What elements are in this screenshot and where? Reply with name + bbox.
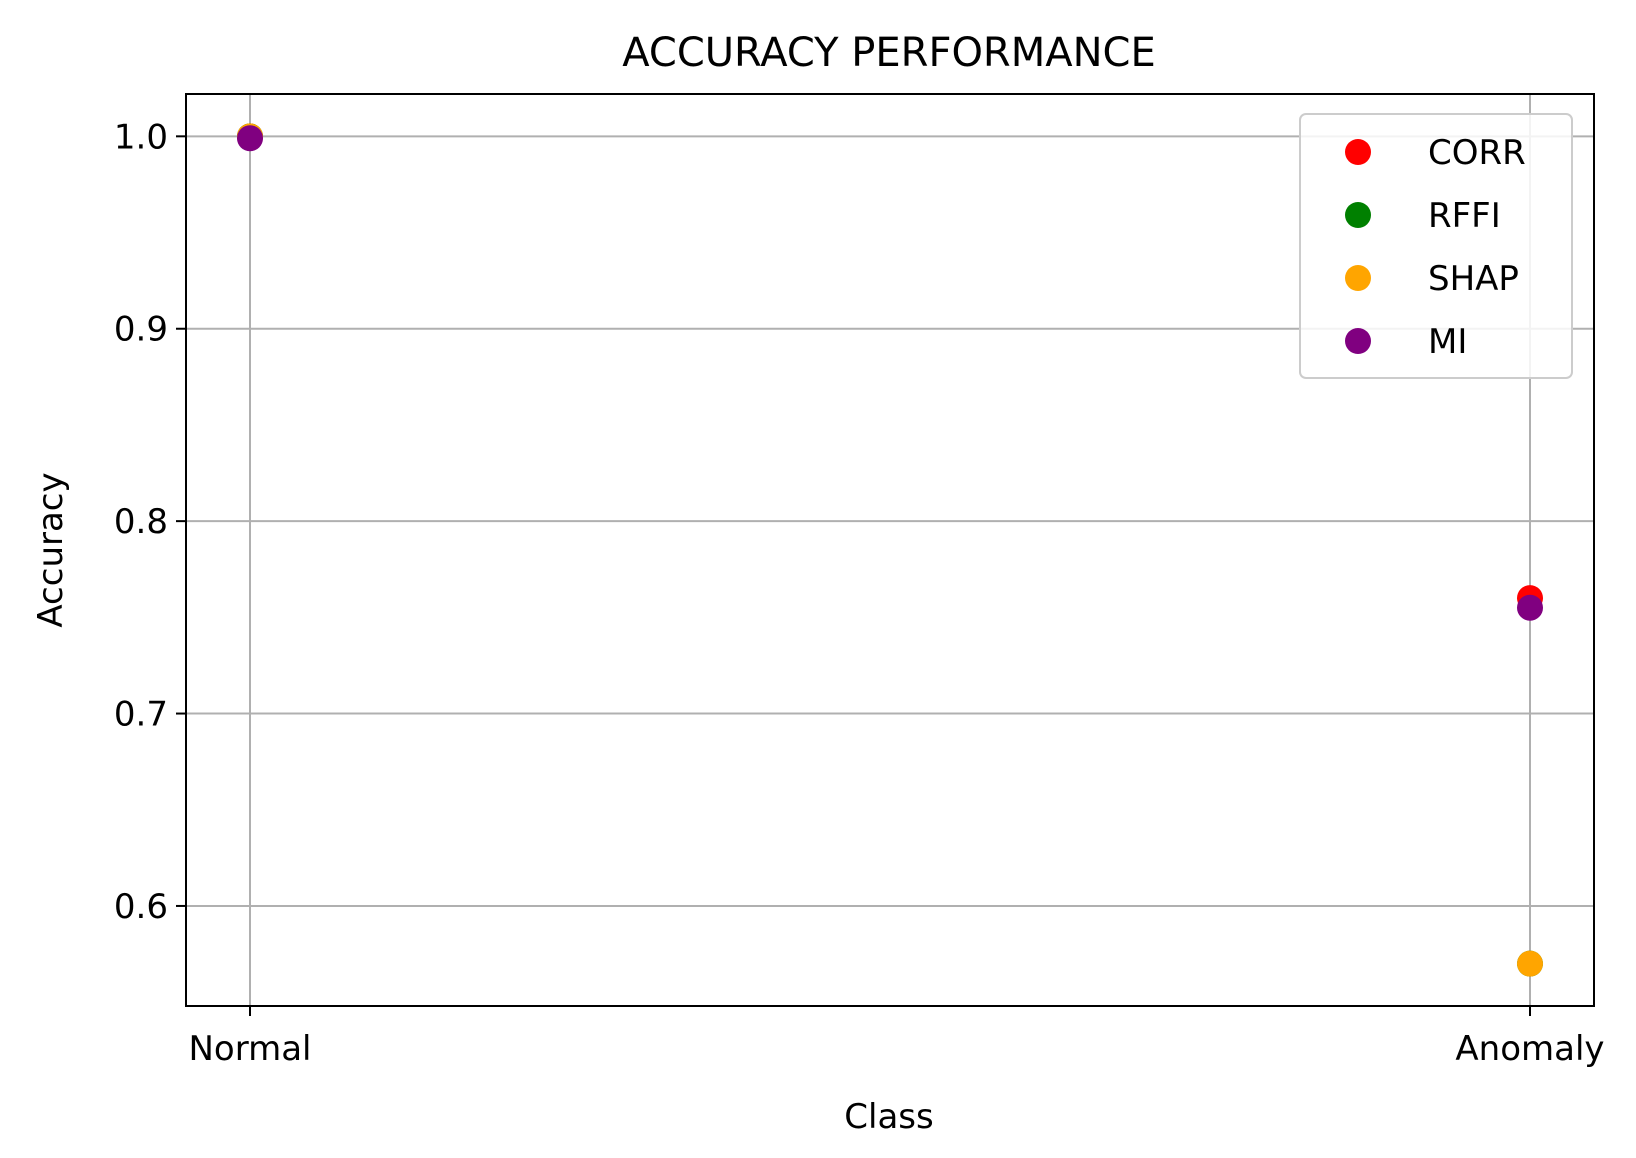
y-axis-label: Accuracy bbox=[31, 472, 71, 627]
x-tick-label: Anomaly bbox=[1455, 1029, 1604, 1069]
legend-box bbox=[1299, 113, 1573, 379]
point-mi-anomaly bbox=[1517, 594, 1543, 621]
x-axis-label: Class bbox=[844, 1097, 933, 1137]
data-points bbox=[237, 123, 1543, 977]
plot-area-frame bbox=[185, 93, 1595, 1007]
legend-items: CORR RFFI SHAP MI bbox=[1345, 133, 1526, 362]
y-tick-label: 0.8 bbox=[114, 502, 168, 542]
y-tick-label: 1.0 bbox=[114, 117, 168, 157]
point-shap-anomaly bbox=[1517, 950, 1543, 977]
legend-label-corr: CORR bbox=[1428, 133, 1526, 173]
legend-marker-shap bbox=[1345, 265, 1371, 291]
y-tick-label: 0.6 bbox=[114, 887, 168, 927]
legend-label-mi: MI bbox=[1428, 322, 1467, 362]
y-tick-label: 0.7 bbox=[114, 695, 168, 735]
chart-title: ACCURACY PERFORMANCE bbox=[622, 30, 1155, 76]
legend-label-rffi: RFFI bbox=[1428, 196, 1501, 236]
legend-label-shap: SHAP bbox=[1428, 259, 1519, 299]
legend-marker-rffi bbox=[1345, 202, 1371, 228]
legend-marker-corr bbox=[1345, 139, 1371, 165]
axis-ticks: 0.6 0.7 0.8 0.9 1.0 Normal Anomaly bbox=[114, 117, 1605, 1069]
legend: CORR RFFI SHAP MI bbox=[1299, 113, 1573, 379]
y-tick-label: 0.9 bbox=[114, 310, 168, 350]
legend-marker-mi bbox=[1345, 328, 1371, 354]
point-mi-normal bbox=[237, 125, 263, 152]
x-tick-label: Normal bbox=[188, 1029, 311, 1069]
